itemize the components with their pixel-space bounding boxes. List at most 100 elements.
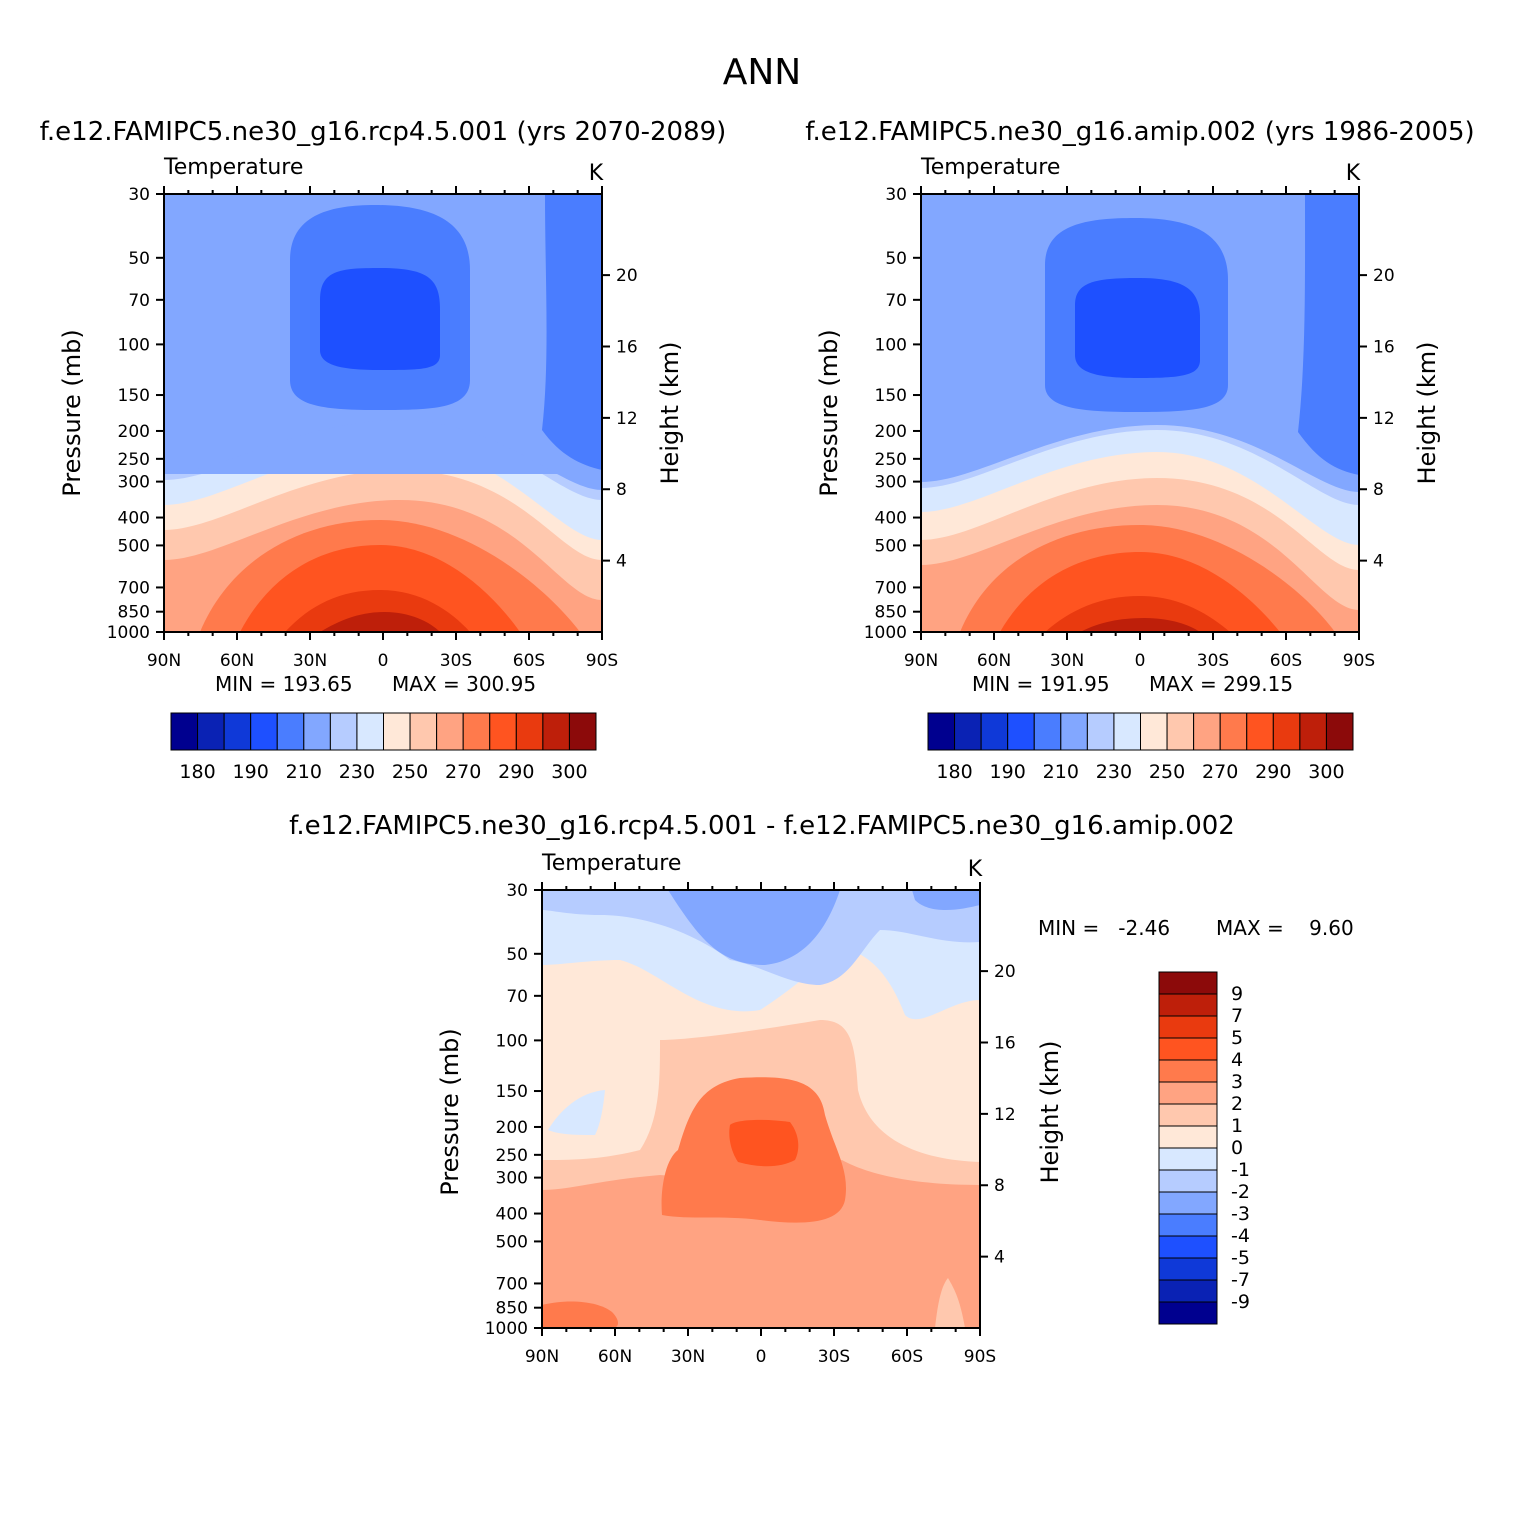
colorbar-label: 290 [1255, 761, 1291, 783]
panel-3-plot [542, 890, 980, 1328]
field-band-neg3 [668, 890, 840, 965]
x-tick-label: 90S [1343, 651, 1375, 671]
y-tick-label: 300 [118, 473, 150, 493]
field-band-290 [1045, 596, 1230, 632]
y-tick-label: 500 [875, 536, 907, 556]
field-band-polar [542, 194, 602, 470]
x-tick-label: 60N [598, 1347, 632, 1367]
colorbar-label: 290 [498, 761, 534, 783]
colorbar-swatch [1299, 712, 1327, 751]
field-band-210-edge [164, 420, 602, 490]
panel-2-y2label: Height (km) [1413, 342, 1441, 485]
panel-2-units: K [1346, 161, 1361, 186]
colorbar-swatch [383, 712, 411, 751]
x-tick-label: 60S [513, 651, 545, 671]
colorbar-label: 270 [445, 761, 481, 783]
panel-1-min: MIN = 193.65 [215, 672, 353, 696]
colorbar-swatch [1158, 1169, 1218, 1193]
y-tick-label: 70 [885, 291, 907, 311]
y2-tick-label: 12 [616, 409, 638, 429]
y2-tick-label: 4 [994, 1248, 1005, 1268]
colorbar-swatch [170, 712, 199, 751]
colorbar-swatch [1158, 1125, 1218, 1149]
panel-2-min: MIN = 191.95 [972, 672, 1110, 696]
x-tick-label: 90S [586, 651, 618, 671]
panel-1-y2label: Height (km) [656, 342, 684, 485]
y-tick-label: 50 [506, 945, 528, 965]
field-band-3-sfc [542, 1301, 618, 1328]
colorbar-swatch [1113, 712, 1141, 751]
figure-title: ANN [723, 52, 802, 93]
x-tick-label: 30S [818, 1347, 850, 1367]
colorbar-swatch [1140, 712, 1168, 751]
colorbar-label: 180 [179, 761, 215, 783]
x-tick-label: 30S [440, 651, 472, 671]
x-tick-label: 90N [525, 1347, 559, 1367]
colorbar-swatch [1158, 971, 1218, 995]
colorbar-swatch [356, 712, 384, 751]
colorbar-swatch [1158, 1147, 1218, 1171]
panel-3-title: f.e12.FAMIPC5.ne30_g16.rcp4.5.001 - f.e1… [289, 811, 1235, 841]
colorbar-swatch [436, 712, 464, 751]
y-tick-label: 70 [506, 987, 528, 1007]
y-tick-label: 1000 [864, 623, 907, 643]
y2-tick-label: 20 [994, 962, 1016, 982]
colorbar-swatch [568, 712, 597, 751]
x-tick-label: 30S [1197, 651, 1229, 671]
y-tick-label: 850 [496, 1299, 528, 1319]
field-band-295 [320, 612, 440, 632]
y-tick-label: 700 [875, 578, 907, 598]
panel-2-max: MAX = 299.15 [1149, 672, 1293, 696]
colorbar-label: 3 [1231, 1071, 1243, 1093]
colorbar-label: 250 [392, 761, 428, 783]
colorbar-swatch [1193, 712, 1221, 751]
y-tick-label: 400 [875, 509, 907, 529]
colorbar-swatch [489, 712, 517, 751]
colorbar-swatch [1086, 712, 1115, 751]
panel-1-axes: 90N 60N 30N 0 30S 60S 90S 30 50 70 100 150 200 250 300… [107, 185, 638, 671]
colorbar-label: 230 [1096, 761, 1132, 783]
colorbar-label: -9 [1231, 1291, 1250, 1313]
y-tick-label: 100 [118, 335, 150, 355]
colorbar-swatch [1158, 1191, 1218, 1215]
panel-3-max: MAX = 9.60 [1216, 916, 1354, 940]
colorbar-swatch [223, 712, 252, 751]
y2-tick-label: 8 [1373, 480, 1384, 500]
y-tick-label: 300 [496, 1169, 528, 1189]
x-tick-label: 60N [977, 651, 1011, 671]
x-tick-label: 60N [220, 651, 254, 671]
colorbar-label: 2 [1231, 1093, 1243, 1115]
field-band-neg3-pole [912, 890, 980, 910]
field-band-295 [1080, 618, 1200, 632]
y-tick-label: 1000 [485, 1319, 528, 1339]
colorbar-label: 180 [936, 761, 972, 783]
panel-1-units: K [589, 161, 604, 186]
colorbar-swatch [1158, 1103, 1218, 1127]
colorbar-label: 9 [1231, 983, 1243, 1005]
y-tick-label: 250 [118, 450, 150, 470]
y-tick-label: 850 [875, 603, 907, 623]
colorbar-swatch [1033, 712, 1062, 751]
colorbar-label: -4 [1231, 1225, 1250, 1247]
colorbar-swatch [542, 712, 570, 751]
colorbar-label: 5 [1231, 1027, 1243, 1049]
y-tick-label: 100 [496, 1031, 528, 1051]
colorbar-swatch [1158, 1279, 1218, 1303]
colorbar-label: -1 [1231, 1159, 1250, 1181]
y-tick-label: 400 [118, 509, 150, 529]
y-tick-label: 850 [118, 603, 150, 623]
colorbar-swatch [250, 712, 278, 751]
y-tick-label: 500 [496, 1232, 528, 1252]
colorbar-swatch [1158, 1037, 1218, 1061]
y-tick-label: 70 [128, 291, 150, 311]
y-tick-label: 500 [118, 536, 150, 556]
colorbar-swatch [1158, 993, 1218, 1017]
panel-1-title: f.e12.FAMIPC5.ne30_g16.rcp4.5.001 (yrs 2… [40, 117, 727, 147]
colorbar-swatch [927, 712, 956, 751]
field-band-polar [1298, 194, 1359, 475]
colorbar-swatch [1158, 1213, 1218, 1237]
colorbar-swatch [515, 712, 544, 751]
panel-2-title: f.e12.FAMIPC5.ne30_g16.amip.002 (yrs 198… [805, 117, 1474, 147]
colorbar-label: 7 [1231, 1005, 1243, 1027]
